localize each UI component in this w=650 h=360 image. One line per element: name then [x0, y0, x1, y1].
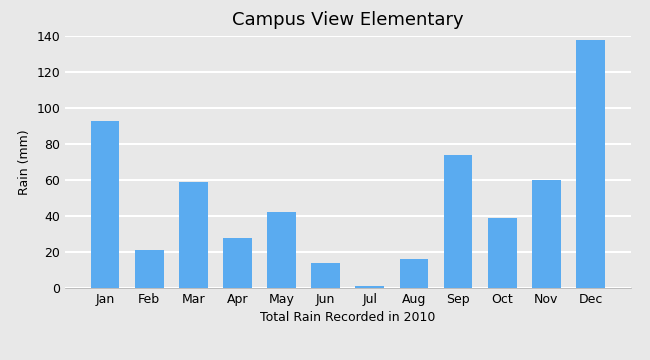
Bar [532, 180, 561, 288]
Bar [356, 286, 384, 288]
X-axis label: Total Rain Recorded in 2010: Total Rain Recorded in 2010 [260, 311, 436, 324]
Bar [267, 212, 296, 288]
Bar [91, 121, 120, 288]
Bar [311, 263, 340, 288]
Bar [400, 259, 428, 288]
Bar [223, 238, 252, 288]
Bar [179, 182, 207, 288]
Bar [444, 155, 473, 288]
Bar [488, 218, 517, 288]
Title: Campus View Elementary: Campus View Elementary [232, 11, 463, 29]
Bar [135, 250, 164, 288]
Y-axis label: Rain (mm): Rain (mm) [18, 129, 31, 195]
Bar [576, 40, 604, 288]
